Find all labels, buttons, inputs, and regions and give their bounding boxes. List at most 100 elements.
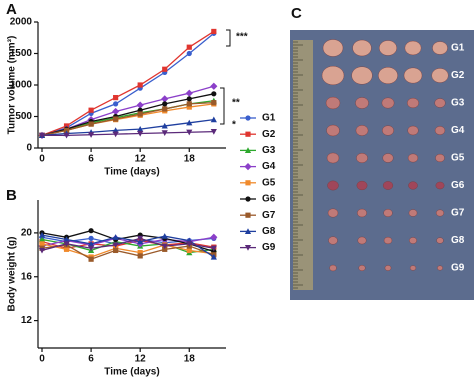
- series-line: [41, 93, 214, 137]
- panel-label: A: [6, 1, 17, 18]
- group-label: G1: [451, 43, 465, 54]
- series-line: [41, 30, 215, 137]
- y-tick-label: 0: [26, 143, 32, 154]
- group-label: G5: [451, 153, 465, 164]
- tumor: [356, 180, 368, 191]
- tumor: [382, 181, 394, 190]
- tumor: [408, 181, 418, 190]
- tumor: [409, 237, 417, 244]
- tumor: [407, 125, 419, 136]
- data-point: [88, 107, 94, 113]
- group-label: G9: [451, 263, 465, 274]
- y-axis-label: Tumor volume (mm³): [7, 36, 18, 135]
- data-point: [113, 101, 119, 107]
- data-point: [113, 95, 119, 101]
- tumor: [352, 39, 372, 57]
- series-line: [41, 237, 214, 252]
- data-point: [211, 91, 217, 97]
- y-tick-label: 1500: [10, 48, 33, 59]
- data-point: [162, 246, 168, 252]
- legend-label: G6: [262, 194, 276, 205]
- data-point: [161, 122, 168, 129]
- data-point: [137, 82, 143, 88]
- tumor: [431, 68, 449, 83]
- data-point: [88, 121, 94, 127]
- x-tick-label: 6: [88, 154, 94, 165]
- tumor: [435, 181, 445, 190]
- tumor: [378, 67, 398, 84]
- data-point: [136, 101, 144, 109]
- significance-label: ***: [236, 32, 248, 43]
- ruler-ticks: [293, 41, 303, 289]
- legend-marker: [245, 115, 251, 121]
- data-point: [186, 44, 192, 50]
- tumor: [434, 126, 446, 135]
- tumor: [436, 237, 444, 244]
- legend-label: G1: [262, 113, 276, 124]
- tumor: [322, 39, 344, 57]
- data-point: [87, 245, 95, 252]
- data-point: [211, 100, 217, 106]
- data-point: [63, 236, 70, 243]
- tumor: [435, 153, 445, 163]
- tumor: [403, 67, 423, 84]
- data-point: [63, 246, 70, 252]
- data-point: [210, 116, 217, 123]
- tumor: [327, 180, 339, 191]
- legend-label: G8: [262, 226, 276, 237]
- x-tick-label: 12: [135, 154, 147, 165]
- series-line: [41, 119, 214, 137]
- series-line: [41, 244, 215, 260]
- data-point: [88, 235, 94, 241]
- tumor: [382, 125, 394, 136]
- data-point: [87, 240, 95, 247]
- data-point: [112, 107, 120, 116]
- tumor: [325, 96, 341, 110]
- legend-label: G5: [262, 177, 276, 188]
- data-point: [161, 95, 169, 103]
- tumor: [379, 40, 398, 56]
- legend-marker: [244, 163, 252, 171]
- group-label: G2: [451, 70, 465, 81]
- legend-label: G9: [262, 242, 276, 253]
- data-point: [186, 247, 192, 254]
- legend-label: G2: [262, 129, 276, 140]
- data-point: [63, 127, 70, 133]
- tumor: [328, 236, 338, 245]
- data-point: [161, 233, 168, 239]
- data-point: [38, 132, 46, 139]
- data-point: [137, 111, 143, 117]
- y-tick-label: 2000: [10, 17, 33, 28]
- data-point: [39, 241, 45, 247]
- group-label: G4: [451, 125, 465, 136]
- significance-label: **: [232, 98, 240, 109]
- legend-marker: [245, 212, 251, 218]
- tumor: [408, 209, 418, 217]
- data-point: [162, 66, 168, 72]
- legend-label: G3: [262, 145, 276, 156]
- data-point: [186, 101, 192, 107]
- legend-marker: [245, 196, 251, 202]
- data-point: [112, 234, 119, 240]
- tumor: [327, 208, 339, 218]
- data-point: [88, 256, 94, 262]
- y-tick-label: 16: [21, 271, 33, 282]
- data-point: [186, 241, 193, 247]
- group-label: G8: [451, 235, 465, 246]
- tumor: [404, 40, 422, 56]
- y-axis-label: Body weight (g): [7, 237, 18, 312]
- tumor: [358, 265, 366, 271]
- x-tick-label: 18: [184, 354, 196, 365]
- tumor-photo: [290, 30, 474, 300]
- data-point: [210, 245, 217, 252]
- legend-marker: [244, 245, 252, 251]
- tumor: [407, 153, 419, 163]
- tumor: [356, 153, 368, 163]
- data-point: [185, 89, 193, 97]
- data-point: [137, 126, 144, 132]
- group-label: G7: [451, 208, 465, 219]
- tumor: [357, 236, 367, 245]
- x-tick-label: 12: [135, 354, 147, 365]
- series-line: [41, 32, 215, 137]
- data-point: [186, 129, 193, 136]
